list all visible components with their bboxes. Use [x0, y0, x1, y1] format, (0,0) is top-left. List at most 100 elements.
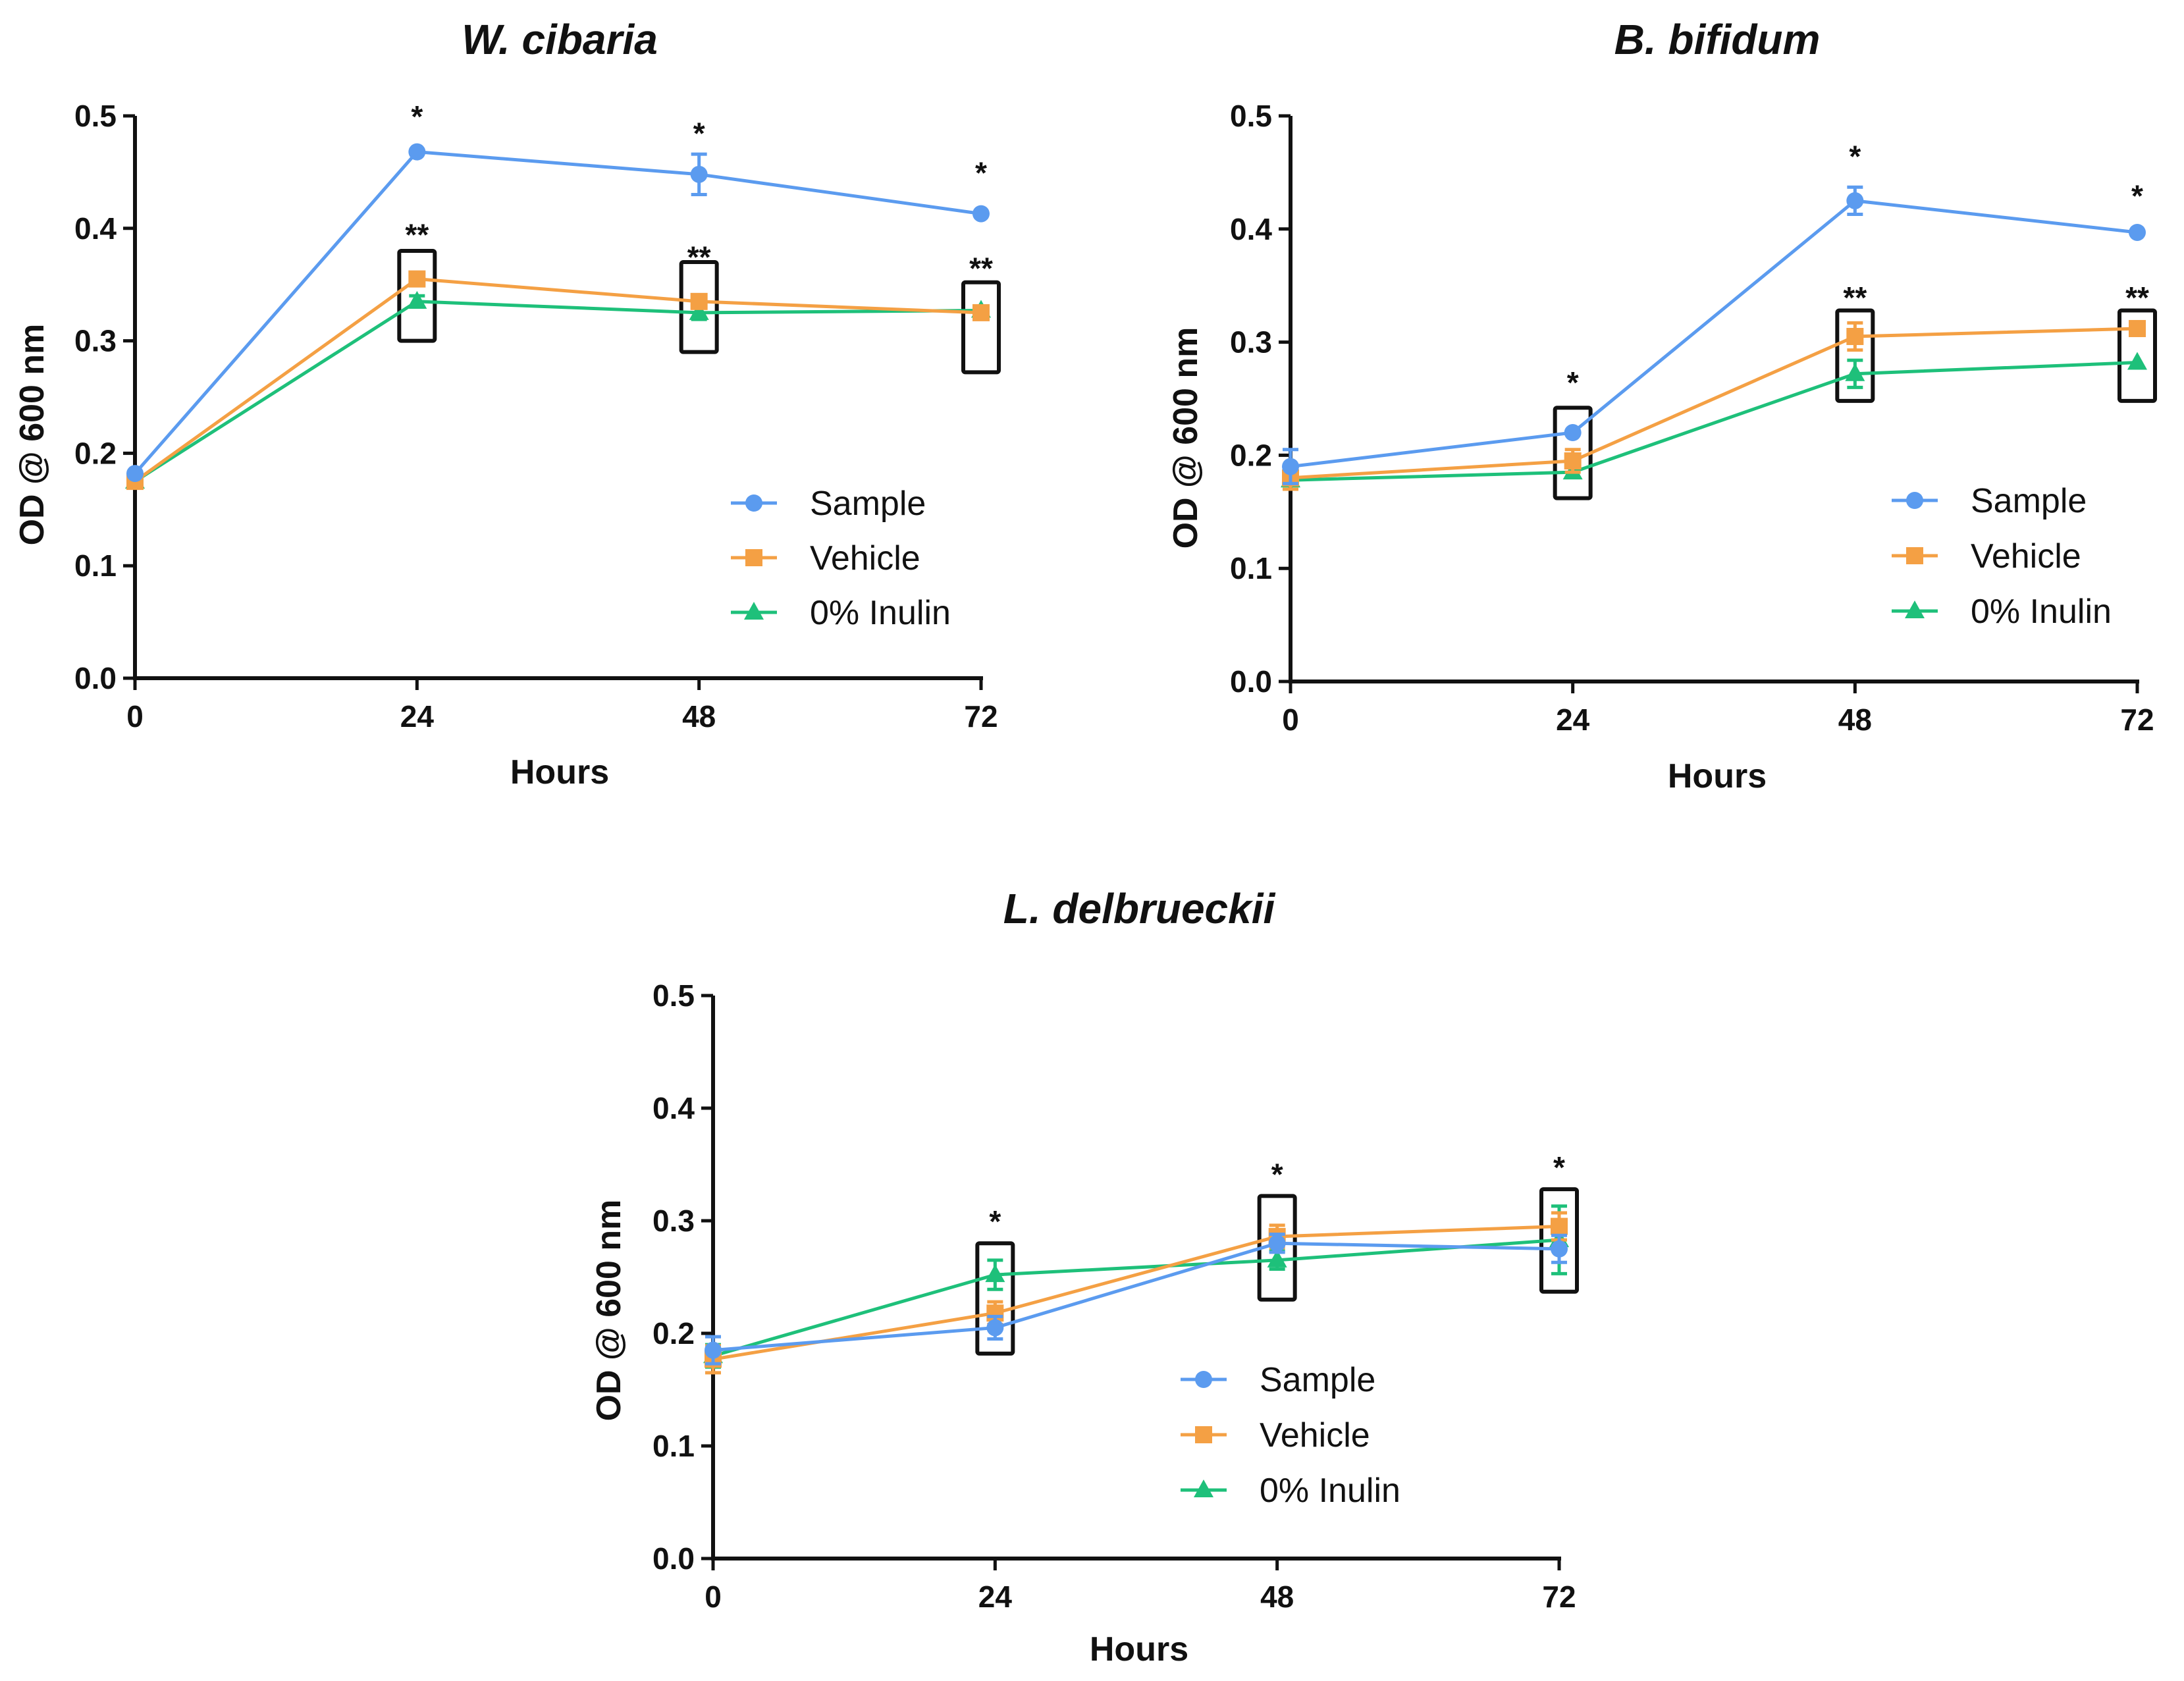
legend-label-sample: Sample: [810, 485, 926, 523]
data-point-sample: [408, 143, 426, 161]
significance-annotation: *: [1553, 1150, 1565, 1185]
chart-panel-b-bifidum: B. bifidum Hours OD @ 600 nm 0.0 0.1 0.2 0.…: [1092, 0, 2184, 816]
y-tick-label: 0.5: [1230, 99, 1272, 133]
data-point-sample: [1564, 424, 1582, 442]
data-point-sample: [126, 465, 144, 483]
x-axis-label: Hours: [1090, 1630, 1188, 1668]
highlight-box: [2117, 308, 2157, 403]
data-point-vehicle: [1551, 1217, 1568, 1235]
data-point-0-inulin: [407, 290, 427, 309]
chart-l-delbrueckii: L. delbrueckii Hours OD @ 600 nm 0.00.10…: [590, 885, 1579, 1668]
significance-annotation: *: [975, 155, 987, 190]
series-line-sample: [712, 1241, 1560, 1352]
legend-marker-0-inulin: [1194, 1480, 1213, 1497]
highlight-box: [679, 260, 719, 354]
y-axis-label: OD @ 600 nm: [13, 324, 51, 546]
legend: Sample Vehicle 0% Inulin: [1181, 1361, 1400, 1510]
y-tick-label: 0.1: [1230, 551, 1272, 585]
legend-marker-vehicle: [1195, 1426, 1212, 1443]
significance-annotation: *: [1567, 365, 1579, 400]
plot-area: 0.00.10.20.30.40.50 24 48 72***** **: [1230, 99, 2157, 737]
y-tick-label: 0.4: [74, 211, 117, 246]
x-tick-label: 0: [1282, 703, 1299, 737]
y-tick-label: 0.1: [74, 548, 117, 583]
x-tick-label: 48: [682, 699, 716, 734]
x-axis-label: Hours: [510, 753, 609, 791]
legend-label-sample: Sample: [1971, 482, 2087, 520]
series-line-0-inulin: [134, 300, 982, 483]
series-line-0-inulin: [1290, 361, 2138, 482]
x-tick-label: 72: [964, 699, 998, 734]
x-tick-label: 24: [978, 1580, 1013, 1614]
data-point-0-inulin: [2127, 352, 2147, 370]
plot-area: 0.0 0.1 0.2 0.3 0.4 0.5 0 24 48 72 * * *: [653, 978, 1579, 1614]
legend-marker-vehicle: [745, 549, 762, 566]
x-axis-label: Hours: [1668, 757, 1767, 795]
significance-annotation: **: [687, 240, 711, 275]
legend-label-inulin: 0% Inulin: [810, 594, 951, 632]
legend-label-vehicle: Vehicle: [1260, 1416, 1370, 1454]
data-point-sample: [1551, 1240, 1568, 1258]
legend: Sample Vehicle 0% Inulin: [1892, 482, 2112, 631]
data-point-vehicle: [1846, 328, 1864, 346]
y-axis-label: OD @ 600 nm: [1167, 327, 1205, 549]
legend-marker-sample: [745, 494, 762, 512]
data-point-vehicle: [2129, 319, 2146, 337]
legend-label-sample: Sample: [1260, 1361, 1375, 1399]
series-line-sample: [1290, 199, 2138, 469]
legend-label-vehicle: Vehicle: [1971, 537, 2081, 575]
significance-annotation: **: [405, 217, 429, 252]
significance-annotation: **: [2125, 280, 2149, 315]
y-tick-label: 0.3: [1230, 325, 1272, 360]
y-tick-label: 0.3: [74, 324, 117, 358]
chart-title: W. cibaria: [462, 16, 658, 63]
y-tick-label: 0.5: [653, 978, 695, 1013]
series-line-vehicle: [1290, 327, 2138, 480]
chart-panel-l-delbrueckii: L. delbrueckii Hours OD @ 600 nm 0.0 0.1 0…: [546, 849, 1639, 1681]
data-point-0-inulin: [985, 1264, 1005, 1283]
chart-title: B. bifidum: [1614, 16, 1821, 63]
y-tick-label: 0.4: [1230, 212, 1272, 246]
data-point-sample: [690, 165, 708, 183]
y-tick-label: 0.2: [74, 436, 117, 470]
chart-w-cibaria: W. cibaria Hours OD @ 600 nm 0.0 0.1 0.2 0.…: [13, 16, 1001, 791]
legend: Sample Vehicle 0% Inulin: [731, 485, 951, 632]
y-tick-label: 0.4: [653, 1091, 695, 1125]
data-point-0-inulin: [1267, 1249, 1287, 1267]
data-point-sample: [1846, 192, 1864, 209]
x-tick-label: 72: [1542, 1580, 1576, 1614]
legend-label-vehicle: Vehicle: [810, 539, 920, 577]
significance-annotation: **: [1843, 280, 1867, 315]
chart-title: L. delbrueckii: [1003, 885, 1276, 932]
y-tick-label: 0.5: [74, 99, 117, 133]
series-line-0-inulin: [712, 1238, 1560, 1358]
highlight-box: [961, 280, 1001, 375]
y-tick-label: 0.3: [653, 1204, 695, 1238]
x-tick-label: 0: [705, 1580, 722, 1614]
chart-panel-w-cibaria: W. cibaria Hours OD @ 600 nm 0.0 0.1 0.2 0.…: [0, 0, 1092, 816]
x-tick-label: 72: [2120, 703, 2154, 737]
chart-b-bifidum: B. bifidum Hours OD @ 600 nm 0.0 0.1 0.2 0.…: [1167, 16, 2157, 795]
highlight-box: [397, 248, 437, 343]
legend-marker-0-inulin: [744, 602, 764, 620]
data-point-sample: [972, 205, 990, 223]
significance-annotation: *: [2131, 178, 2143, 213]
y-axis-label: OD @ 600 nm: [590, 1200, 628, 1422]
x-tick-label: 48: [1260, 1580, 1294, 1614]
series-line-vehicle: [134, 277, 982, 483]
series-line-sample: [134, 150, 982, 475]
data-point-vehicle: [690, 292, 708, 310]
legend-marker-sample: [1906, 492, 1923, 509]
data-point-sample: [1268, 1235, 1286, 1252]
x-tick-label: 48: [1838, 703, 1872, 737]
data-point-0-inulin: [689, 302, 709, 320]
legend-marker-vehicle: [1906, 547, 1923, 564]
significance-annotation: *: [693, 117, 705, 151]
data-point-vehicle: [408, 270, 426, 288]
data-point-0-inulin: [1845, 363, 1865, 381]
data-point-vehicle: [972, 304, 990, 321]
highlight-box: [975, 1241, 1015, 1356]
y-tick-label: 0.0: [653, 1541, 695, 1576]
plot-area: 0.00.10.20.30.40.50 24 48 72* ****** **: [74, 99, 1001, 734]
legend-marker-sample: [1195, 1371, 1212, 1388]
